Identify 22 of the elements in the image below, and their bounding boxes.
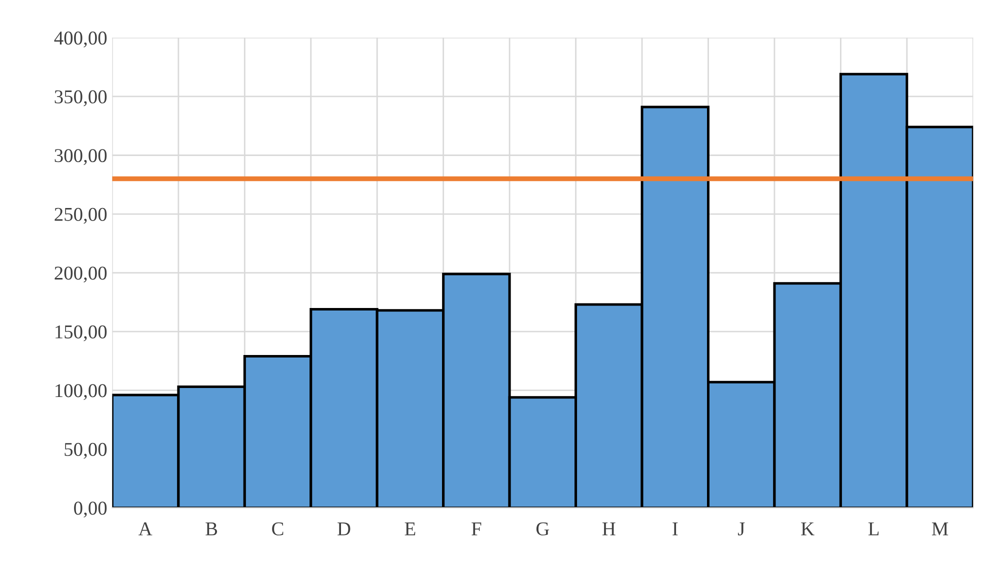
y-tick-label: 150,00: [56, 325, 107, 342]
x-tick-label: J: [738, 522, 745, 536]
y-tick-label: 100,00: [56, 384, 107, 400]
y-tick-label: 0,00: [74, 502, 107, 518]
y-tick-label: 50,00: [64, 442, 107, 459]
y-tick-label: 350,00: [54, 90, 107, 106]
x-tick-label: D: [338, 522, 350, 536]
x-tick-label: L: [868, 522, 879, 536]
x-tick-label: K: [801, 522, 814, 536]
y-tick-label: 400,00: [54, 32, 107, 48]
x-tick-label: C: [272, 522, 284, 536]
x-tick-label: H: [602, 522, 616, 536]
y-tick-label: 300,00: [54, 149, 107, 165]
x-tick-label: F: [472, 522, 482, 536]
x-tick-label: A: [138, 522, 152, 536]
y-tick-label: 200,00: [54, 266, 107, 283]
x-tick-label: E: [404, 522, 416, 536]
x-tick-label: M: [932, 522, 948, 536]
x-tick-label: B: [206, 522, 218, 536]
y-tick-label: 250,00: [54, 208, 107, 224]
x-tick-label: I: [672, 522, 678, 536]
x-tick-label: G: [536, 522, 550, 536]
